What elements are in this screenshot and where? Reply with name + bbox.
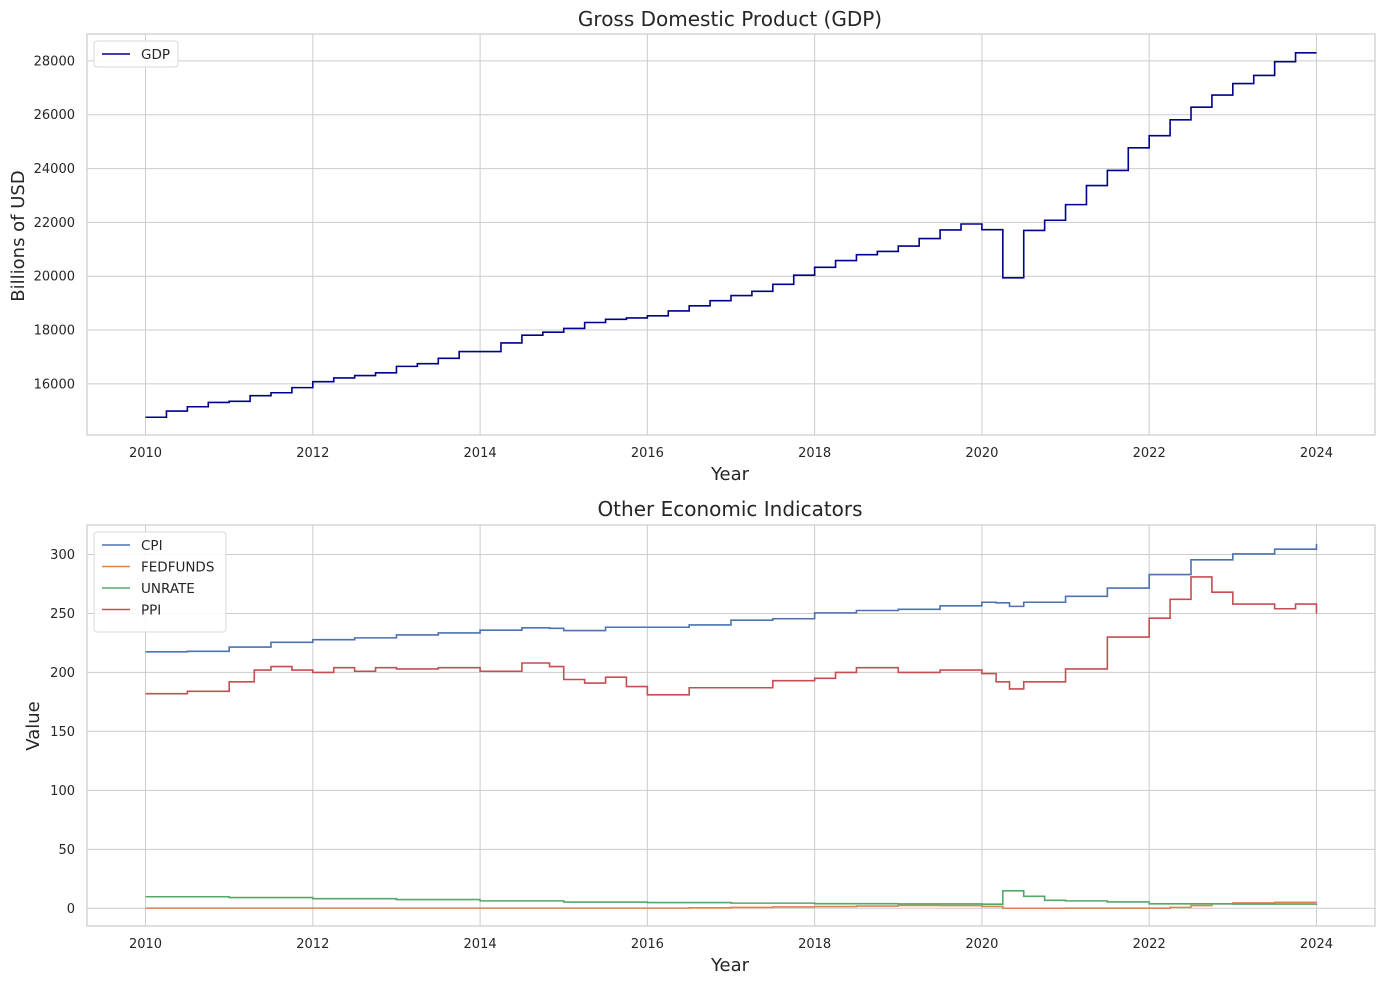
indicators-plot-frame (86, 524, 1376, 927)
gdp-series-gdp-line (145, 52, 1317, 419)
gdp-y-tick-label: 22000 (34, 216, 75, 231)
gdp-legend: GDP (93, 40, 179, 68)
indicators-chart-title: Other Economic Indicators (597, 497, 862, 521)
gdp-y-tick-label: 18000 (34, 324, 75, 339)
indicators-y-tick-label: 150 (50, 725, 75, 740)
indicators-x-tick-label: 2018 (798, 937, 831, 952)
indicators-x-tick-label: 2020 (965, 937, 998, 952)
gdp-y-tick-label: 20000 (34, 270, 75, 285)
gdp-y-tick-label: 16000 (34, 377, 75, 392)
indicators-y-tick-label: 250 (50, 607, 75, 622)
gdp-y-tick-label: 24000 (34, 162, 75, 177)
indicators-series-cpi-line (145, 543, 1318, 653)
indicators-x-axis-label: Year (710, 955, 750, 976)
indicators-series-unrate-line (145, 890, 1318, 905)
indicators-legend-label: FEDFUNDS (141, 560, 214, 576)
indicators-series-ppi-line (145, 576, 1318, 696)
gdp-y-axis-label: Billions of USD (8, 170, 29, 301)
indicators-y-axis-label: Value (23, 701, 44, 750)
indicators-y-tick-label: 200 (50, 666, 75, 681)
indicators-x-tick-label: 2022 (1133, 937, 1166, 952)
indicators-legend-label: PPI (141, 603, 161, 619)
indicators-legend: CPI FEDFUNDS UNRATE PPI (93, 531, 227, 633)
indicators-x-tick-label: 2014 (464, 937, 497, 952)
gdp-x-tick-label: 2012 (296, 446, 329, 461)
gdp-x-tick-label: 2024 (1300, 446, 1333, 461)
gdp-chart: Gross Domestic Product (GDP) Year Billio… (8, 7, 1376, 485)
indicators-y-tick-label: 0 (67, 902, 75, 917)
indicators-chart: Other Economic Indicators Year Value 201… (23, 497, 1376, 976)
gdp-x-tick-label: 2014 (464, 446, 497, 461)
indicators-legend-label: UNRATE (141, 581, 195, 597)
gdp-legend-label: GDP (141, 47, 170, 63)
gdp-chart-title: Gross Domestic Product (GDP) (578, 7, 882, 31)
gdp-x-axis-label: Year (710, 464, 750, 485)
gdp-y-tick-label: 28000 (34, 54, 75, 69)
indicators-x-tick-label: 2024 (1300, 937, 1333, 952)
indicators-x-tick-label: 2010 (129, 937, 162, 952)
indicators-y-tick-label: 100 (50, 784, 75, 799)
gdp-x-tick-label: 2010 (129, 446, 162, 461)
gdp-x-tick-label: 2022 (1133, 446, 1166, 461)
gdp-x-tick-label: 2016 (631, 446, 664, 461)
gdp-plot-frame (86, 33, 1376, 436)
gdp-x-tick-label: 2018 (798, 446, 831, 461)
indicators-y-tick-label: 300 (50, 548, 75, 563)
indicators-grid (87, 525, 1375, 926)
gdp-grid (87, 34, 1375, 435)
indicators-y-tick-label: 50 (58, 843, 75, 858)
gdp-x-tick-label: 2020 (965, 446, 998, 461)
indicators-x-tick-label: 2016 (631, 937, 664, 952)
gdp-y-tick-label: 26000 (34, 108, 75, 123)
indicators-x-tick-label: 2012 (296, 937, 329, 952)
indicators-legend-label: CPI (141, 538, 163, 554)
